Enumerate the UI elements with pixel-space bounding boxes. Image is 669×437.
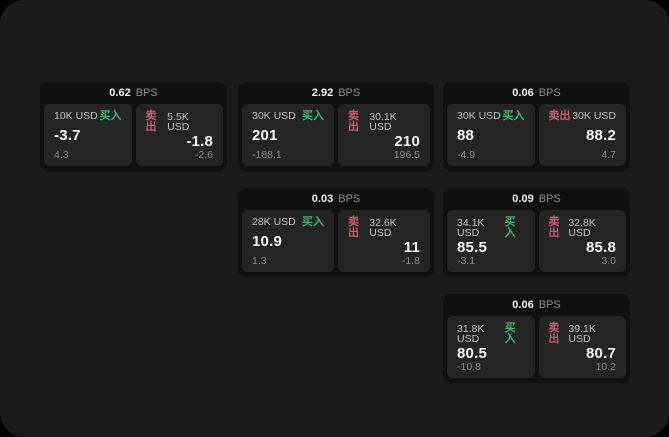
sell-price: 85.8 xyxy=(586,238,616,256)
buy-side-label: 买入 xyxy=(302,110,324,122)
quote-card-spread-header: 0.03 BPS xyxy=(238,188,434,210)
buy-quote-panel[interactable]: 34.1K USD 买入 85.5 -3.1 xyxy=(447,210,535,272)
sell-side-label: 卖出 xyxy=(548,216,560,239)
buy-sub-value: -4.9 xyxy=(457,148,476,161)
sell-price: 80.7 xyxy=(586,344,616,362)
quote-card-6: 0.06 BPS 31.8K USD 买入 80.5 -10.8 卖出 39.1… xyxy=(443,294,630,383)
buy-quote-panel[interactable]: 28K USD 买入 10.9 1.3 xyxy=(242,210,334,272)
quote-card-body: 30K USD 买入 201 -188.1 卖出 30.1K USD 210 1… xyxy=(238,104,434,166)
buy-side-label: 买入 xyxy=(502,110,525,122)
buy-side-label: 买入 xyxy=(99,110,122,122)
sell-price: 210 xyxy=(394,132,420,150)
buy-price: -3.7 xyxy=(54,127,81,145)
quote-card-4: 0.03 BPS 28K USD 买入 10.9 1.3 卖出 32.6K US… xyxy=(238,188,434,277)
quote-card-5: 0.09 BPS 34.1K USD 买入 85.5 -3.1 卖出 32.8K… xyxy=(443,188,630,277)
quote-card-body: 28K USD 买入 10.9 1.3 卖出 32.6K USD 11 -1.8 xyxy=(238,210,434,272)
quote-card-spread-header: 0.09 BPS xyxy=(443,188,630,210)
quote-card-spread-header: 0.06 BPS xyxy=(443,294,630,316)
sell-side-label: 卖出 xyxy=(348,216,359,239)
sell-quote-panel[interactable]: 卖出 32.8K USD 85.8 3.0 xyxy=(538,210,626,272)
buy-amount: 31.8K USD xyxy=(457,322,485,345)
sell-price: -1.8 xyxy=(186,132,213,150)
sell-price: 11 xyxy=(403,238,420,256)
sell-amount: 30.1K USD xyxy=(369,110,397,133)
buy-price: 201 xyxy=(252,127,278,145)
buy-amount: 28K USD xyxy=(252,216,296,229)
quote-card-body: 34.1K USD 买入 85.5 -3.1 卖出 32.8K USD 85.8… xyxy=(443,210,630,272)
sell-quote-panel[interactable]: 卖出 32.6K USD 11 -1.8 xyxy=(338,210,430,272)
buy-sub-value: -10.8 xyxy=(457,360,481,373)
quote-card-body: 31.8K USD 买入 80.5 -10.8 卖出 39.1K USD 80.… xyxy=(443,316,630,378)
quote-card-1: 0.62 BPS 10K USD 买入 -3.7 4.3 卖出 5.5K USD… xyxy=(40,82,227,171)
spread-value: 0.62 xyxy=(109,87,131,99)
buy-price: 88 xyxy=(457,127,475,145)
sell-sub-value: -2.6 xyxy=(194,148,213,161)
spread-unit-label: BPS xyxy=(338,87,361,99)
buy-price: 80.5 xyxy=(457,344,487,362)
sell-side-label: 卖出 xyxy=(145,110,157,133)
sell-amount: 32.8K USD xyxy=(568,216,596,239)
buy-side-label: 买入 xyxy=(302,216,324,228)
buy-sub-value: -3.1 xyxy=(457,254,476,267)
sell-sub-value: -1.8 xyxy=(401,254,420,267)
quote-card-3: 0.06 BPS 30K USD 买入 88 -4.9 卖出 30K USD 8… xyxy=(443,82,630,171)
spread-unit-label: BPS xyxy=(338,193,361,205)
spread-unit-label: BPS xyxy=(538,299,561,311)
buy-quote-panel[interactable]: 30K USD 买入 201 -188.1 xyxy=(242,104,334,166)
sell-quote-panel[interactable]: 卖出 30K USD 88.2 4.7 xyxy=(538,104,626,166)
quote-card-2: 2.92 BPS 30K USD 买入 201 -188.1 卖出 30.1K … xyxy=(238,82,434,171)
spread-value: 0.09 xyxy=(512,193,534,205)
buy-side-label: 买入 xyxy=(504,216,516,239)
sell-side-label: 卖出 xyxy=(548,322,560,345)
spread-unit-label: BPS xyxy=(538,87,561,99)
buy-amount: 30K USD xyxy=(457,110,501,123)
quote-card-spread-header: 0.06 BPS xyxy=(443,82,630,104)
buy-amount: 10K USD xyxy=(54,110,98,123)
buy-side-label: 买入 xyxy=(504,322,516,345)
sell-sub-value: 3.0 xyxy=(601,254,616,267)
sell-side-label: 卖出 xyxy=(348,110,359,133)
buy-price: 10.9 xyxy=(252,233,282,251)
sell-sub-value: 196.5 xyxy=(393,148,420,161)
buy-amount: 34.1K USD xyxy=(457,216,485,239)
sell-quote-panel[interactable]: 卖出 5.5K USD -1.8 -2.6 xyxy=(135,104,223,166)
spread-value: 0.03 xyxy=(311,193,334,205)
sell-price: 88.2 xyxy=(586,127,616,145)
sell-quote-panel[interactable]: 卖出 39.1K USD 80.7 10.2 xyxy=(538,316,626,378)
buy-price: 85.5 xyxy=(457,238,487,256)
spread-value: 0.06 xyxy=(512,299,534,311)
sell-amount: 39.1K USD xyxy=(568,322,596,345)
quote-card-body: 10K USD 买入 -3.7 4.3 卖出 5.5K USD -1.8 -2.… xyxy=(40,104,227,166)
sell-sub-value: 4.7 xyxy=(601,148,616,161)
sell-quote-panel[interactable]: 卖出 30.1K USD 210 196.5 xyxy=(338,104,430,166)
spread-value: 0.06 xyxy=(512,87,534,99)
buy-amount: 30K USD xyxy=(252,110,296,123)
buy-sub-value: -188.1 xyxy=(252,148,282,161)
buy-sub-value: 4.3 xyxy=(54,148,69,161)
buy-quote-panel[interactable]: 31.8K USD 买入 80.5 -10.8 xyxy=(447,316,535,378)
sell-amount: 32.6K USD xyxy=(369,216,397,239)
buy-sub-value: 1.3 xyxy=(252,254,267,267)
quote-card-body: 30K USD 买入 88 -4.9 卖出 30K USD 88.2 4.7 xyxy=(443,104,630,166)
sell-side-label: 卖出 xyxy=(548,110,571,122)
spread-value: 2.92 xyxy=(311,87,334,99)
sell-amount: 30K USD xyxy=(572,110,616,123)
spread-unit-label: BPS xyxy=(135,87,158,99)
sell-sub-value: 10.2 xyxy=(595,360,616,373)
buy-quote-panel[interactable]: 10K USD 买入 -3.7 4.3 xyxy=(44,104,132,166)
quote-card-spread-header: 2.92 BPS xyxy=(238,82,434,104)
spread-unit-label: BPS xyxy=(538,193,561,205)
buy-quote-panel[interactable]: 30K USD 买入 88 -4.9 xyxy=(447,104,535,166)
sell-amount: 5.5K USD xyxy=(167,110,190,133)
quote-card-spread-header: 0.62 BPS xyxy=(40,82,227,104)
